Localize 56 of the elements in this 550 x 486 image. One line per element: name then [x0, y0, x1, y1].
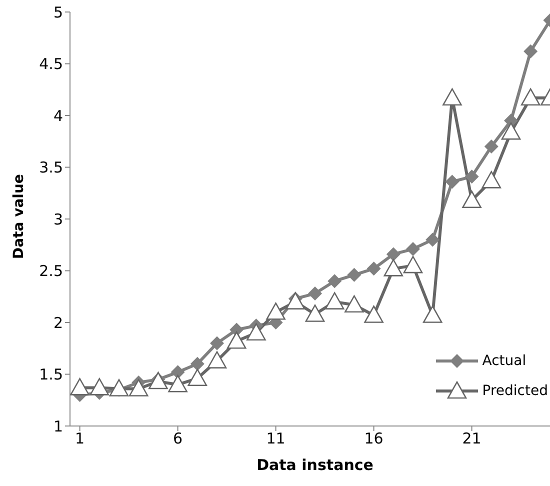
point: [462, 190, 482, 208]
point: [246, 323, 266, 340]
x-tick-label: 11: [266, 430, 286, 448]
point: [324, 292, 344, 310]
point: [384, 259, 404, 276]
x-tick-label: 16: [364, 430, 384, 448]
point: [148, 372, 168, 390]
x-tick-label: 21: [462, 430, 482, 448]
y-tick-label: 5: [53, 3, 63, 22]
y-axis-title: Data value: [10, 174, 27, 259]
point: [266, 302, 286, 320]
point: [442, 88, 462, 106]
point: [128, 379, 148, 396]
point: [109, 379, 129, 396]
y-tick-label: 4.5: [39, 55, 63, 74]
point: [482, 171, 502, 188]
point: [308, 286, 322, 301]
point: [422, 306, 442, 323]
x-tick-label: 1: [75, 430, 85, 448]
y-tick-label: 3.5: [39, 158, 63, 177]
y-tick-label: 2: [53, 314, 63, 332]
point: [344, 295, 364, 313]
point: [484, 140, 498, 154]
legend-label: Predicted: [482, 383, 548, 399]
y-tick-label: 2.5: [39, 262, 63, 280]
x-tick-label: 6: [173, 430, 183, 448]
point: [403, 256, 423, 274]
point: [210, 336, 224, 350]
point: [464, 170, 479, 184]
point: [406, 242, 420, 256]
legend-label: Actual: [482, 353, 526, 369]
point: [426, 232, 440, 247]
point: [364, 306, 384, 323]
point: [90, 378, 110, 396]
point: [286, 292, 306, 310]
point: [305, 304, 325, 322]
point: [170, 365, 185, 380]
point: [520, 88, 540, 106]
point: [168, 374, 188, 392]
point: [386, 247, 400, 262]
y-tick-label: 3: [53, 210, 63, 228]
y-tick-label: 1: [53, 417, 63, 436]
point: [524, 44, 538, 58]
x-axis-title: Data instance: [256, 456, 374, 474]
point: [226, 331, 246, 349]
point: [190, 356, 204, 371]
point: [207, 351, 227, 368]
point: [445, 174, 460, 189]
point: [328, 274, 342, 288]
y-tick-label: 4: [53, 106, 63, 125]
point: [347, 268, 362, 282]
y-tick-label: 1.5: [39, 366, 63, 384]
point: [366, 262, 381, 276]
point: [188, 368, 208, 386]
point: [70, 378, 90, 396]
point: [501, 122, 521, 140]
